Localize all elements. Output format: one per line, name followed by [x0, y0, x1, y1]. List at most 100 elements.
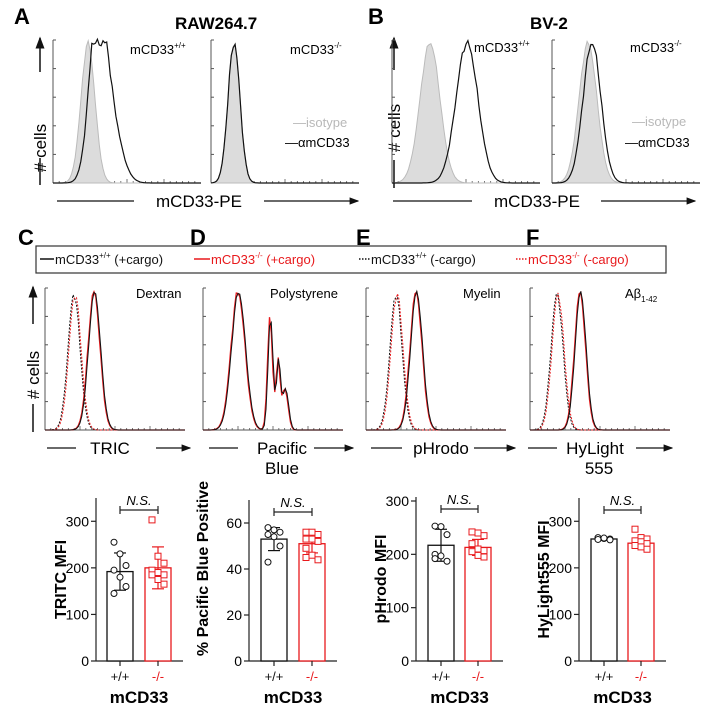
panel-b-wt-isotype-histogram: [391, 42, 540, 184]
panel-f-wt-cargo-histogram: [530, 291, 670, 431]
panel-c-data-point: [148, 571, 156, 579]
panel-letter-d: D: [190, 225, 206, 250]
cargo-legend-entry-2: mCD33-/- (+cargo): [211, 251, 315, 267]
panel-c-y-tick-label: 0: [81, 653, 89, 669]
panel-e-data-point: [474, 545, 482, 553]
panel-d-data-point: [264, 531, 272, 538]
panel-c-data-point: [160, 571, 168, 579]
panel-b-xlabel-text: mCD33-PE: [494, 192, 580, 211]
panel-b-wt-antibody-histogram: [392, 38, 540, 184]
panel-e-x-tick-label: -/-: [472, 669, 484, 684]
panel-a-legend-antibody: —αmCD33: [285, 135, 350, 150]
panel-d-data-point: [302, 535, 310, 543]
panel-c-ko-nocargo-histogram: [45, 296, 185, 431]
panel-f-data-point: [594, 535, 602, 543]
panel-a-wt-label: mCD33+/+: [130, 41, 186, 57]
panel-b-ylabel: # cells: [385, 36, 404, 188]
panel-d-data-point: [302, 554, 310, 561]
panel-f-data-point: [600, 534, 608, 542]
panel-e-data-point: [443, 557, 451, 565]
panel-a-xlabel: mCD33-PE: [57, 192, 360, 211]
cargo-legend: mCD33+/+ (+cargo) mCD33-/- (+cargo) mCD3…: [35, 245, 667, 274]
panel-e-x-tick-label: +/+: [432, 669, 451, 684]
panel-d-data-point: [314, 537, 322, 545]
panel-letter-c: C: [18, 225, 34, 250]
panel-e-data-point: [468, 540, 476, 548]
panel-a-ko-label: mCD33-/-: [290, 41, 342, 57]
panel-f-data-point: [631, 542, 639, 550]
panel-d-significance-label: N.S.: [280, 495, 305, 510]
panel-c-data-point: [160, 559, 168, 567]
panel-d-data-point: [270, 526, 278, 534]
panel-e-data-point: [468, 528, 476, 536]
panel-e-y-tick-label: 300: [386, 493, 410, 509]
cargo-legend-entry-3: mCD33+/+ (-cargo): [371, 251, 476, 267]
panel-e-data-point: [443, 531, 451, 539]
panel-d-wt-cargo-histogram: [203, 292, 343, 431]
panel-b-legend-antibody: —αmCD33: [625, 135, 690, 150]
panel-d-bar-wt: [260, 538, 288, 662]
panel-c-data-point: [154, 552, 162, 560]
panel-b-title: BV-2: [530, 14, 568, 33]
panel-e-significance-label: N.S.: [447, 492, 472, 507]
panel-e-data-point: [480, 547, 488, 555]
panel-d-data-point: [308, 535, 316, 543]
panel-c-data-point: [122, 562, 130, 570]
panel-f-significance-label: N.S.: [610, 493, 635, 508]
panel-e-data-point: [468, 548, 476, 556]
panel-c-y-axis-label: TRITC MFI: [53, 540, 70, 619]
panel-d-data-point: [302, 544, 310, 552]
panel-c-ko-cargo-histogram: [45, 290, 185, 431]
panel-f-ko-cargo-histogram: [530, 290, 670, 431]
panel-f-xlabel-line1: HyLight: [566, 439, 624, 458]
panel-e-xlabel: pHrodo: [371, 439, 517, 458]
panel-e-bar-chart: 0 100 200 300 pHrodo MFI +/+ -/- N.S. mCD33: [373, 492, 503, 707]
panel-a-ko-antibody-histogram: [210, 42, 359, 184]
panel-d-data-point: [314, 531, 322, 538]
panel-d-data-point: [302, 528, 310, 536]
panel-b-ko-label: mCD33-/-: [630, 39, 682, 55]
panel-f-y-tick-label: 100: [549, 606, 573, 622]
panel-f-ko-nocargo-histogram: [530, 292, 670, 431]
cargo-hist-ylabel: # cells: [24, 285, 43, 432]
panel-e-data-point: [431, 555, 439, 563]
panel-c-y-tick-label: 200: [66, 560, 90, 576]
panel-d-x-axis-label: mCD33: [264, 688, 323, 707]
panel-letter-a: A: [14, 4, 30, 29]
panel-a-ko-isotype-histogram: [210, 43, 359, 184]
panel-d-xlabel-line2: Blue: [265, 459, 299, 478]
panel-d-data-point: [308, 551, 316, 559]
panel-a-legend-isotype: —isotype: [293, 115, 347, 130]
panel-e-cargo-label: Myelin: [463, 286, 501, 301]
panel-d-y-tick-label: 60: [226, 515, 242, 531]
panel-d-data-point: [308, 528, 316, 536]
panel-e-y-tick-label: 0: [401, 653, 409, 669]
panel-d-bar-chart: 0 20 40 60 % Pacific Blue Positive +/+ -/- N.S.…: [195, 481, 337, 707]
panel-e-wt-cargo-histogram: [366, 289, 506, 431]
panel-e-bar-wt: [427, 544, 455, 662]
panel-a-wt-isotype-histogram: [53, 38, 201, 184]
panel-c-data-point: [154, 576, 162, 583]
panel-f-xlabel: HyLight 555: [528, 439, 674, 478]
panel-d-y-tick-label: 20: [226, 607, 242, 623]
panel-d-x-tick-label: -/-: [306, 669, 318, 684]
panel-d-data-point: [314, 556, 322, 564]
cargo-legend-entry-1: mCD33+/+ (+cargo): [55, 251, 163, 267]
panel-b-legend-isotype: —isotype: [632, 114, 686, 129]
panel-d-y-tick-label: 40: [226, 561, 242, 577]
panel-e-xlabel-text: pHrodo: [413, 439, 469, 458]
panel-e-bar-ko: [464, 546, 492, 662]
panel-c-xlabel-text: TRIC: [90, 439, 130, 458]
panel-f-data-point: [631, 525, 639, 533]
panel-c-data-point: [154, 569, 162, 577]
panel-f-data-point: [637, 543, 645, 551]
panel-d-data-point: [264, 558, 272, 566]
panel-f-bar-ko: [627, 542, 655, 662]
panel-d-xlabel-line1: Pacific: [257, 439, 308, 458]
panel-c-wt-cargo-histogram: [45, 291, 185, 431]
panel-d-data-point: [276, 528, 284, 536]
panel-e-ko-cargo-histogram: [366, 290, 506, 431]
panel-c-x-axis-label: mCD33: [110, 688, 169, 707]
